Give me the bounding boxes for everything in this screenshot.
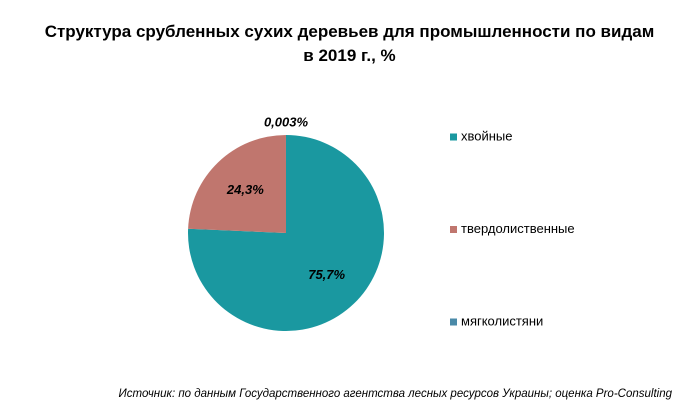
data-label: 24,3% xyxy=(226,182,264,197)
legend-swatch xyxy=(450,226,457,233)
legend-label: мягколистяни xyxy=(461,313,543,328)
legend-swatch xyxy=(450,133,457,141)
chart-title: Структура срубленных сухих деревьев для … xyxy=(44,22,655,65)
source-note: Источник: по данным Государственного аге… xyxy=(119,388,673,400)
data-label: 75,7% xyxy=(308,267,345,282)
data-label: 0,003% xyxy=(264,115,309,130)
pie-slice xyxy=(188,135,286,233)
legend-label: хвойные xyxy=(461,128,513,143)
legend-swatch xyxy=(450,318,457,326)
legend-label: твердолиственные xyxy=(461,221,575,236)
